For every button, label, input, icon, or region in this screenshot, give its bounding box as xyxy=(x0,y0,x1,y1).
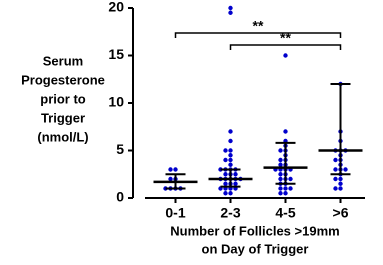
data-point xyxy=(223,172,228,177)
data-point xyxy=(228,162,233,167)
y-axis-label: (nmol/L) xyxy=(37,129,88,144)
x-tick-label: 2-3 xyxy=(220,205,240,221)
y-axis-label: Progesterone xyxy=(21,72,105,87)
data-point xyxy=(233,172,238,177)
data-point xyxy=(338,181,343,186)
data-point xyxy=(228,138,233,144)
data-point xyxy=(278,172,283,177)
data-point xyxy=(288,176,293,182)
y-tick-label: 0 xyxy=(116,189,124,205)
y-axis-label: Trigger xyxy=(41,110,85,125)
data-point xyxy=(228,129,233,134)
data-point xyxy=(173,167,178,172)
data-point xyxy=(278,162,283,167)
significance-bracket xyxy=(229,44,342,50)
data-point xyxy=(223,191,228,196)
x-tick-label: 4-5 xyxy=(275,205,295,221)
data-point xyxy=(333,157,338,163)
data-point xyxy=(283,129,288,134)
data-point xyxy=(278,186,283,191)
data-point xyxy=(333,176,338,182)
data-point xyxy=(228,5,233,11)
y-axis-label: Serum xyxy=(43,53,83,68)
y-tick-label: 20 xyxy=(108,0,124,15)
data-point xyxy=(288,186,293,191)
x-tick-label: 0-1 xyxy=(165,205,185,221)
data-point xyxy=(343,167,348,172)
data-point xyxy=(228,191,233,196)
data-point xyxy=(333,167,338,172)
data-point xyxy=(233,181,238,186)
significance-label: ** xyxy=(280,30,291,46)
y-tick-label: 10 xyxy=(108,94,124,110)
data-point xyxy=(278,148,283,153)
x-axis-label: Number of Follicles >19mm xyxy=(170,223,339,238)
data-point xyxy=(278,157,283,163)
y-axis-label: prior to xyxy=(40,91,86,106)
data-point xyxy=(228,153,233,158)
data-point xyxy=(278,176,283,182)
data-point xyxy=(223,181,228,186)
x-tick-label: >6 xyxy=(333,205,349,221)
data-point xyxy=(283,53,288,58)
data-point xyxy=(168,176,173,182)
data-point xyxy=(228,148,233,153)
data-point xyxy=(278,191,283,196)
data-point xyxy=(223,157,228,163)
data-point xyxy=(223,148,228,153)
data-point xyxy=(228,157,233,163)
data-point xyxy=(283,186,288,191)
x-axis-label: on Day of Trigger xyxy=(202,241,309,256)
data-point xyxy=(228,10,233,15)
significance-bracket xyxy=(174,32,342,38)
data-point xyxy=(283,191,288,196)
y-tick-label: 15 xyxy=(108,46,124,62)
y-tick-label: 5 xyxy=(116,141,124,157)
significance-label: ** xyxy=(253,18,264,34)
data-point xyxy=(333,186,338,191)
data-point xyxy=(338,186,343,191)
data-point xyxy=(338,176,343,182)
data-point xyxy=(168,167,173,172)
